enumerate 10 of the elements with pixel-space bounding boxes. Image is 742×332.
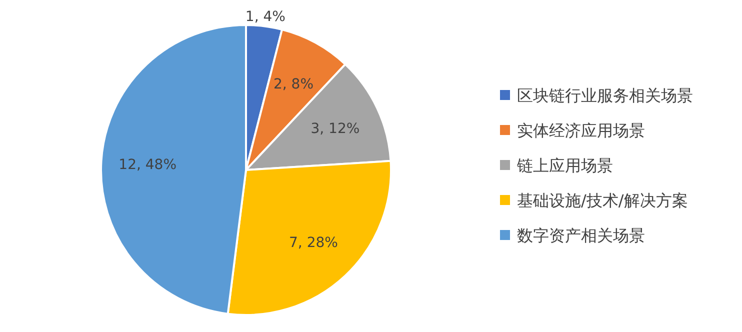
legend-label: 实体经济应用场景 xyxy=(517,121,645,140)
data-label: 7, 28% xyxy=(289,234,338,251)
data-label: 12, 48% xyxy=(118,156,177,173)
legend-label: 基础设施/技术/解决方案 xyxy=(517,191,688,210)
data-label: 1, 4% xyxy=(245,9,286,26)
legend-label: 数字资产相关场景 xyxy=(517,226,645,245)
data-label: 2, 8% xyxy=(273,76,314,93)
data-label: 3, 12% xyxy=(310,121,360,138)
legend-label: 链上应用场景 xyxy=(516,156,613,175)
legend-label: 区块链行业服务相关场景 xyxy=(517,86,693,105)
